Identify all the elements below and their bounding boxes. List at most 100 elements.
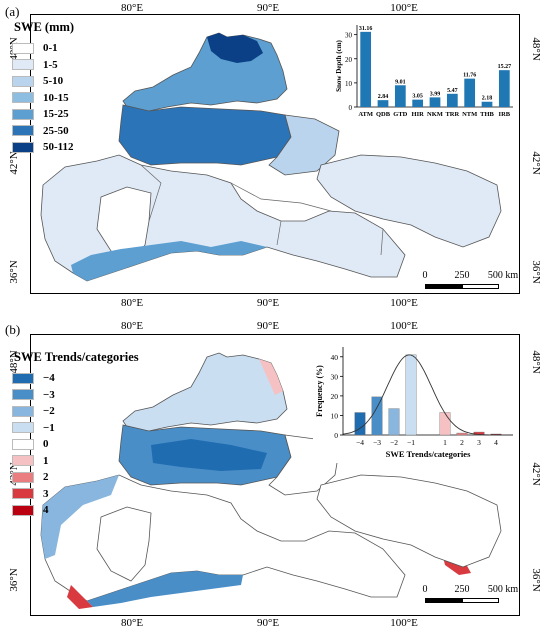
legend-label: −1 bbox=[43, 421, 55, 434]
bar-value-label: 3.99 bbox=[430, 91, 441, 97]
bar-chart-inset-a: 0 10 20 30 Snow Depth (cm) 31.16 ATM 2.84 QDB 9.0… bbox=[333, 15, 519, 127]
lon-tick-bottom-80: 80°E bbox=[120, 617, 144, 629]
x-tick-label: QDB bbox=[376, 111, 391, 118]
bar-value-label: 5.47 bbox=[447, 88, 458, 94]
lon-tick-bottom-100: 100°E bbox=[390, 617, 418, 629]
y-tick-label: 0 bbox=[334, 431, 338, 440]
legend-item: −2 bbox=[12, 403, 55, 420]
legend-swatch bbox=[12, 75, 34, 87]
x-tick-label: 3 bbox=[477, 438, 481, 447]
legend-item: 15-25 bbox=[12, 106, 74, 123]
panel-a-swe-map: 80°E 90°E 100°E 80°E 90°E 100°E 48°N 42°… bbox=[5, 2, 542, 309]
x-tick-label: THB bbox=[480, 111, 494, 118]
y-tick-label: 30 bbox=[331, 372, 339, 381]
x-tick-label: 2 bbox=[460, 438, 464, 447]
bar bbox=[481, 101, 493, 107]
legend-item: 50-112 bbox=[12, 139, 74, 156]
lat-tick-right-36: 36°N bbox=[530, 260, 542, 284]
lat-tick-right-42: 42°N bbox=[530, 462, 542, 486]
bar bbox=[377, 100, 389, 107]
region-western-rim bbox=[41, 475, 119, 559]
legend-label: 5-10 bbox=[43, 75, 64, 88]
region-tarim-desert bbox=[96, 186, 152, 262]
scale-segment-white bbox=[462, 598, 499, 603]
legend-swatch bbox=[12, 92, 34, 104]
region-qinghai-outline bbox=[316, 474, 502, 568]
lon-tick-top-80: 80°E bbox=[120, 320, 144, 332]
x-tick-label: −1 bbox=[407, 438, 415, 447]
legend-swatch bbox=[12, 405, 34, 417]
legend-swatch bbox=[12, 455, 34, 467]
legend-swatch bbox=[12, 438, 34, 450]
legend-swatch bbox=[12, 471, 34, 483]
trend-histogram: 0 10 20 30 40 Frequency (%) −4 −3 −2 −1 1 2 3 4 SWE Tr… bbox=[315, 347, 513, 459]
lon-tick-bottom-90: 90°E bbox=[256, 297, 280, 309]
lat-tick-right-42: 42°N bbox=[530, 151, 542, 175]
legend-swatch bbox=[12, 504, 34, 516]
x-tick-label: −3 bbox=[373, 438, 381, 447]
legend-item: 5-10 bbox=[12, 73, 74, 90]
legend-title-b: SWE Trends/categories bbox=[14, 350, 139, 364]
x-tick-label: GTD bbox=[393, 111, 407, 118]
region-tarim-desert-outline bbox=[96, 506, 152, 582]
x-tick-label: HIR bbox=[412, 111, 425, 118]
y-tick-label: 40 bbox=[331, 353, 339, 362]
scale-label-500: 500 km bbox=[487, 270, 519, 281]
legend-item: 1 bbox=[12, 453, 55, 470]
region-southern-rim bbox=[71, 241, 267, 281]
legend-item: 3 bbox=[12, 486, 55, 503]
y-axis-label: Snow Depth (cm) bbox=[335, 39, 343, 91]
lat-tick-right-48: 48°N bbox=[530, 350, 542, 374]
region-tianshan-strong bbox=[151, 439, 267, 471]
bar bbox=[446, 93, 458, 107]
legend-item: 0 bbox=[12, 436, 55, 453]
bar-value-label: 2.84 bbox=[378, 94, 389, 100]
scale-label-0: 0 bbox=[422, 584, 428, 595]
bar-value-label: 31.16 bbox=[359, 26, 373, 32]
histogram-bar bbox=[354, 412, 366, 436]
legend-label: −2 bbox=[43, 405, 55, 418]
bar bbox=[464, 78, 476, 107]
map-frame-a: 0 10 20 30 Snow Depth (cm) 31.16 ATM 2.84 QDB 9.0… bbox=[30, 14, 520, 294]
region-tianshan bbox=[118, 104, 292, 166]
lon-tick-bottom-80: 80°E bbox=[120, 297, 144, 309]
x-tick-label: NKM bbox=[427, 111, 443, 118]
region-east-xinjiang bbox=[268, 114, 340, 176]
lon-tick-top-90: 90°E bbox=[256, 2, 280, 14]
histogram-bar bbox=[456, 432, 468, 436]
scale-label-0: 0 bbox=[422, 270, 428, 281]
y-axis-label: Frequency (%) bbox=[315, 365, 324, 417]
legend-item: −3 bbox=[12, 387, 55, 404]
y-tick-label: 30 bbox=[345, 32, 353, 40]
x-tick-label: TRR bbox=[445, 111, 459, 118]
legend-label: 15-25 bbox=[43, 108, 69, 121]
legend-swatch bbox=[12, 372, 34, 384]
bar bbox=[412, 99, 424, 107]
legend-b: −4 −3 −2 −1 0 1 2 3 4 bbox=[12, 370, 55, 519]
legend-title-a: SWE (mm) bbox=[14, 20, 75, 34]
y-tick-label: 10 bbox=[331, 411, 339, 420]
legend-label: 1 bbox=[43, 454, 49, 467]
x-tick-label: −4 bbox=[356, 438, 364, 447]
bar-value-label: 9.01 bbox=[395, 79, 406, 85]
legend-swatch bbox=[12, 141, 34, 153]
x-axis-label: SWE Trends/categories bbox=[386, 449, 471, 459]
y-tick-label: 10 bbox=[345, 80, 353, 88]
scale-label-500: 500 km bbox=[487, 584, 519, 595]
x-tick-label: −2 bbox=[390, 438, 398, 447]
legend-label: 0-1 bbox=[43, 42, 58, 55]
lat-tick-right-36: 36°N bbox=[530, 568, 542, 592]
y-tick-label: 20 bbox=[331, 392, 339, 401]
region-altai bbox=[122, 32, 288, 114]
legend-item: 25-50 bbox=[12, 123, 74, 140]
region-qinghai bbox=[316, 154, 502, 248]
normal-fit-curve bbox=[342, 354, 513, 436]
histogram-inset-b: 0 10 20 30 40 Frequency (%) −4 −3 −2 −1 1 2 3 4 SWE Tr… bbox=[313, 339, 519, 463]
bar-value-label: 2.18 bbox=[482, 96, 493, 102]
lon-tick-top-80: 80°E bbox=[120, 2, 144, 14]
legend-label: 0 bbox=[43, 438, 49, 451]
x-tick-label: 4 bbox=[494, 438, 498, 447]
bar-value-label: 3.05 bbox=[412, 94, 423, 100]
legend-item: 2 bbox=[12, 469, 55, 486]
